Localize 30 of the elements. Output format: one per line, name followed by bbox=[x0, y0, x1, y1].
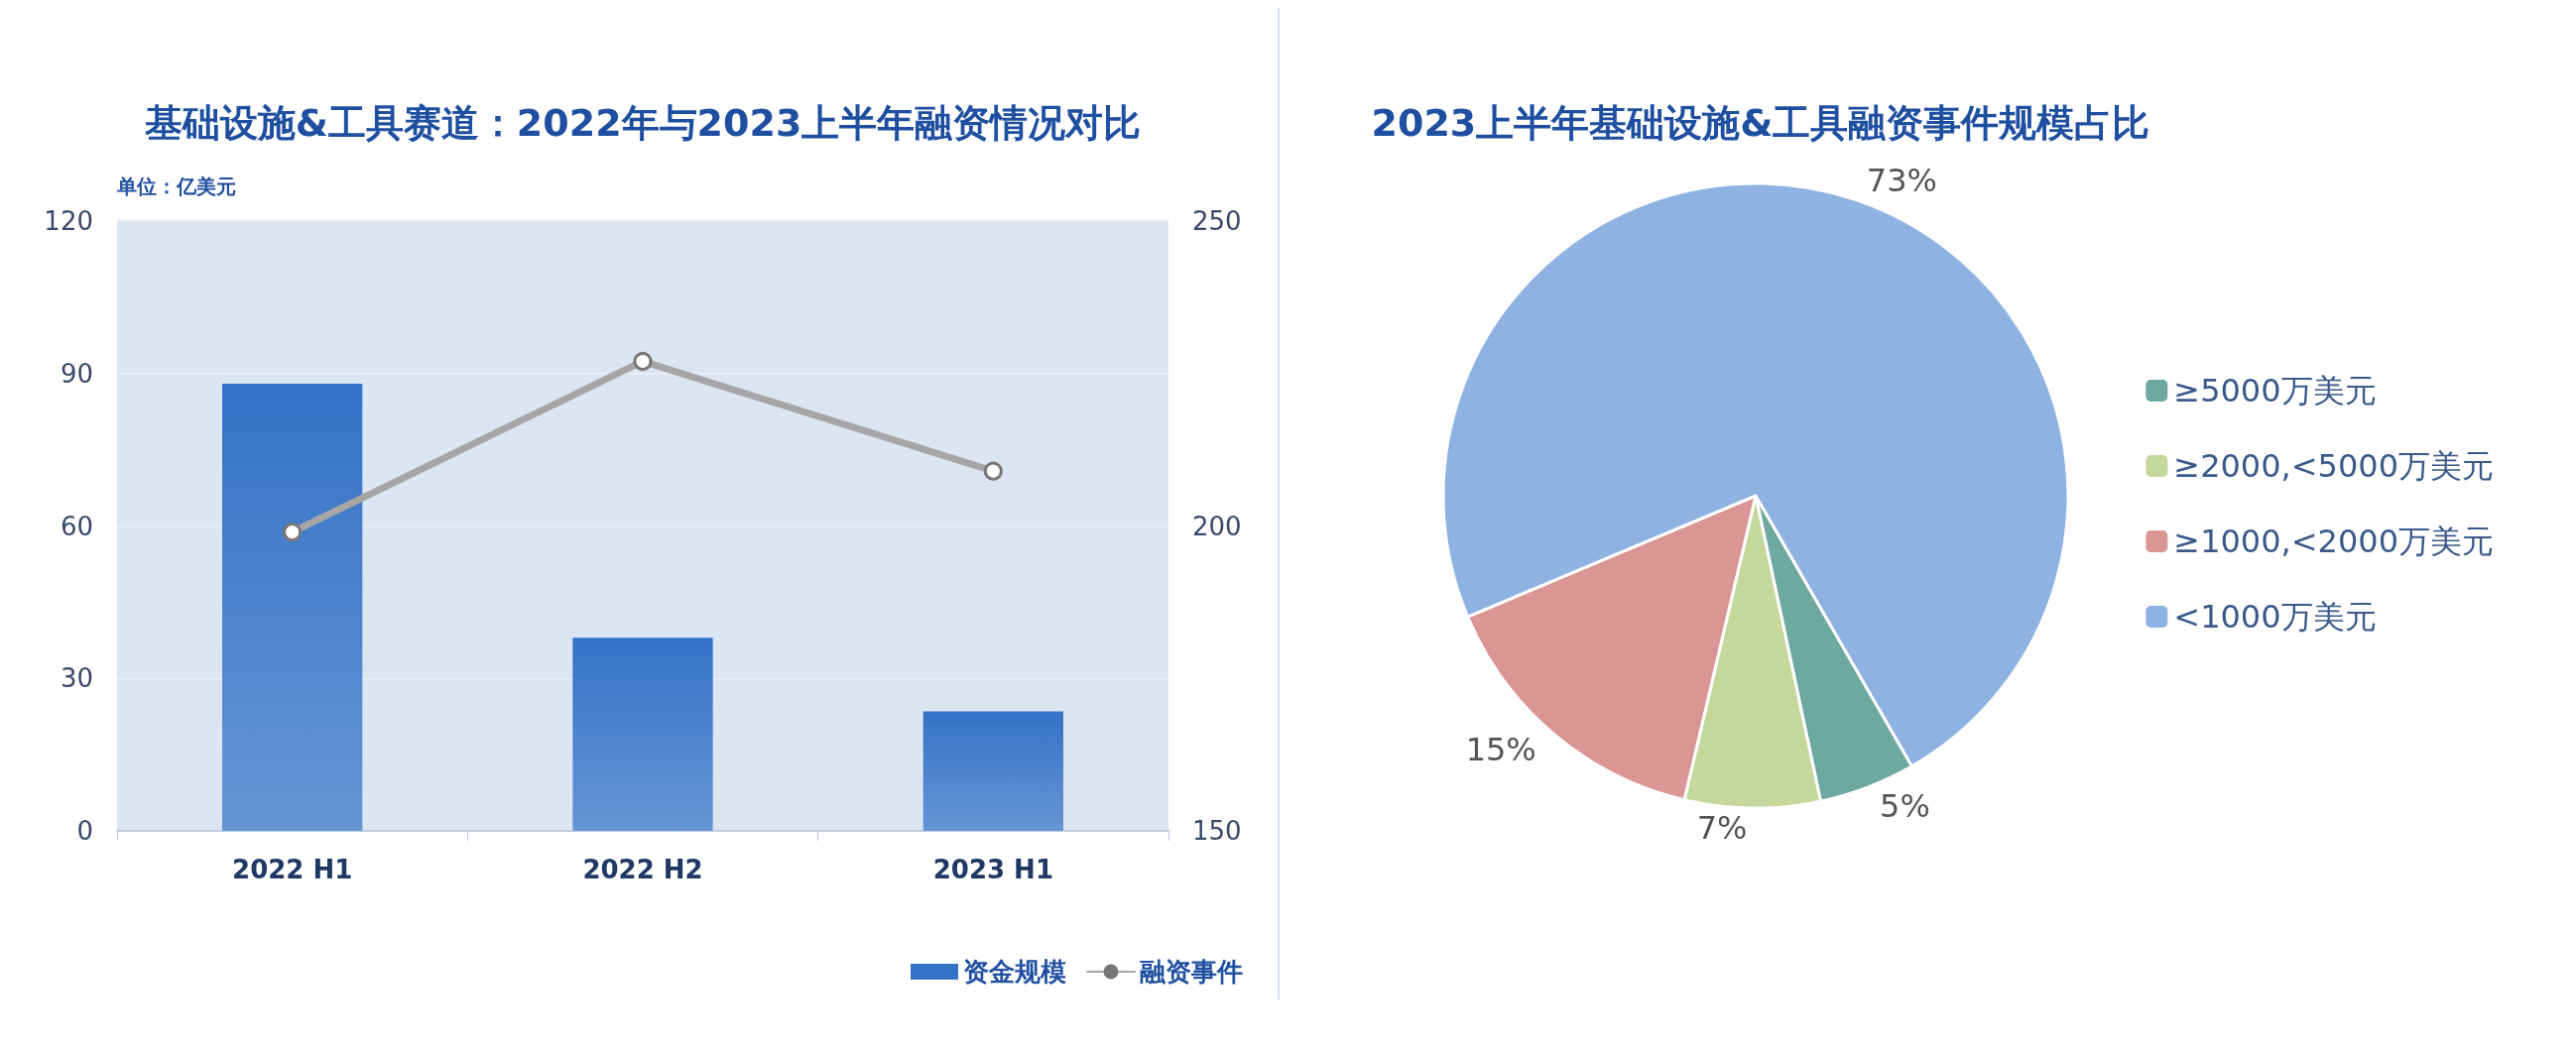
legend-label: 融资事件 bbox=[1140, 957, 1243, 987]
text: 单位：亿美元 bbox=[116, 175, 236, 198]
y-tick-label: 60 bbox=[60, 511, 93, 541]
bar bbox=[922, 711, 1063, 831]
x-tick-label: 2022 H2 bbox=[582, 855, 703, 884]
chart-title: 基础设施&工具赛道：2022年与2023上半年融资情况对比 bbox=[143, 101, 1142, 145]
y-tick-label: 90 bbox=[60, 358, 93, 389]
y-tick-label: 0 bbox=[76, 816, 93, 846]
y-tick-label: 120 bbox=[44, 206, 93, 236]
x-tick-label: 2023 H1 bbox=[932, 855, 1053, 884]
legend-label: ≥1000,<2000万美元 bbox=[2173, 523, 2494, 560]
legend-label: <1000万美元 bbox=[2173, 598, 2377, 636]
x-tick-label: 2022 H1 bbox=[232, 855, 353, 884]
bar bbox=[222, 384, 363, 831]
y2-tick-label: 250 bbox=[1192, 206, 1242, 236]
data-label: 7% bbox=[1696, 808, 1748, 847]
data-label: 5% bbox=[1880, 786, 1930, 825]
chart-title: 2023上半年基础设施&工具融资事件规模占比 bbox=[1371, 101, 2150, 145]
data-label: 73% bbox=[1866, 162, 1937, 200]
point bbox=[633, 351, 653, 371]
bar bbox=[572, 638, 713, 831]
point bbox=[983, 461, 1003, 481]
legend-label: ≥5000万美元 bbox=[2173, 372, 2377, 409]
data-label: 15% bbox=[1465, 730, 1536, 768]
y2-tick-label: 200 bbox=[1192, 511, 1242, 541]
point bbox=[283, 523, 303, 542]
legend-label: ≥2000,<5000万美元 bbox=[2173, 447, 2494, 485]
legend-label: 资金规模 bbox=[963, 957, 1066, 987]
y2-tick-label: 150 bbox=[1192, 816, 1242, 846]
y-tick-label: 30 bbox=[60, 663, 93, 694]
